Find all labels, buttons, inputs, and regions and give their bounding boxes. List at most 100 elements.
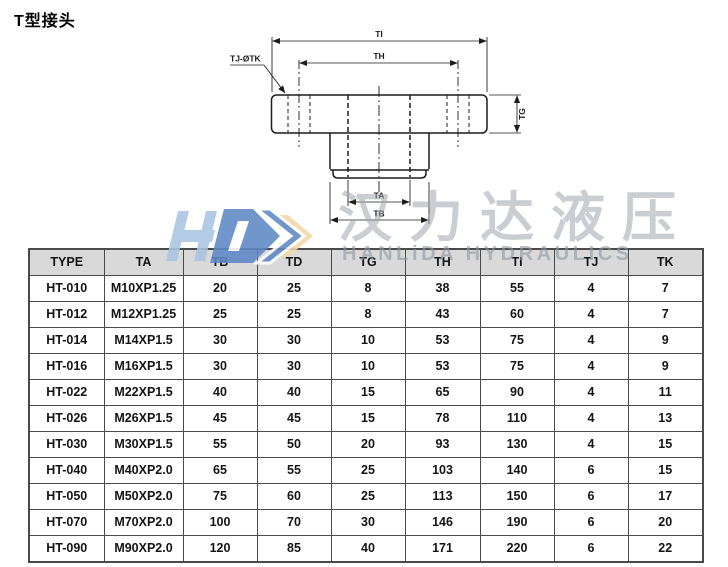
column-header: TJ (553, 248, 629, 276)
table-cell: M40XP2.0 (103, 457, 184, 484)
table-cell: 8 (330, 301, 406, 328)
table-cell: 30 (182, 327, 258, 354)
table-cell: 90 (479, 379, 555, 406)
table-cell: 50 (256, 431, 332, 458)
table-cell: 15 (330, 405, 406, 432)
dim-label-tb: TB (373, 209, 384, 219)
table-cell: HT-040 (28, 457, 105, 484)
table-cell: 4 (553, 431, 629, 458)
table-cell: M50XP2.0 (103, 483, 184, 510)
dimension-lines (230, 37, 521, 224)
table-cell: 4 (553, 405, 629, 432)
table-row: HT-040 M40XP2.0 65 55 25 103 140 6 15 (28, 457, 704, 484)
table-cell: 7 (627, 275, 704, 302)
hidden-hole-lines (287, 95, 470, 177)
table-cell: 60 (479, 301, 555, 328)
table-cell: HT-070 (28, 509, 105, 536)
table-cell: 6 (553, 509, 629, 536)
table-cell: 140 (479, 457, 555, 484)
table-cell: 40 (182, 379, 258, 406)
table-cell: 45 (182, 405, 258, 432)
table-cell: 30 (256, 353, 332, 380)
spec-table: TYPE TA TB TD TG TH TI TJ TK HT-010 M10XP1.25 20 25… (28, 248, 704, 563)
table-cell: 110 (479, 405, 555, 432)
table-row: HT-010 M10XP1.25 20 25 8 38 55 4 7 (28, 275, 704, 302)
table-cell: M26XP1.5 (103, 405, 184, 432)
spec-table-head: TYPE TA TB TD TG TH TI TJ TK (28, 248, 704, 276)
table-cell: 30 (330, 509, 406, 536)
table-cell: 75 (182, 483, 258, 510)
table-cell: 65 (404, 379, 481, 406)
table-row: HT-026 M26XP1.5 45 45 15 78 110 4 13 (28, 405, 704, 432)
table-cell: 103 (404, 457, 481, 484)
table-cell: 75 (479, 327, 555, 354)
table-cell: 20 (330, 431, 406, 458)
table-cell: 190 (479, 509, 555, 536)
table-cell: 146 (404, 509, 481, 536)
table-cell: 38 (404, 275, 481, 302)
table-cell: HT-014 (28, 327, 105, 354)
table-cell: HT-030 (28, 431, 105, 458)
table-cell: 130 (479, 431, 555, 458)
table-cell: 100 (182, 509, 258, 536)
table-cell: 171 (404, 535, 481, 563)
table-cell: 25 (182, 301, 258, 328)
table-cell: 40 (330, 535, 406, 563)
table-cell: 55 (182, 431, 258, 458)
table-cell: 55 (479, 275, 555, 302)
table-cell: 8 (330, 275, 406, 302)
table-cell: 43 (404, 301, 481, 328)
table-cell: 4 (553, 301, 629, 328)
dim-label-ti: TI (375, 29, 383, 39)
column-header: TG (330, 248, 406, 276)
table-cell: M30XP1.5 (103, 431, 184, 458)
spec-table-body: HT-010 M10XP1.25 20 25 8 38 55 4 7 HT-012 M12XP1.2… (28, 275, 704, 563)
table-cell: 7 (627, 301, 704, 328)
table-cell: 25 (256, 275, 332, 302)
table-cell: 65 (182, 457, 258, 484)
table-cell: 53 (404, 327, 481, 354)
spec-table-header-row: TYPE TA TB TD TG TH TI TJ TK (28, 248, 704, 276)
table-cell: 220 (479, 535, 555, 563)
table-cell: 150 (479, 483, 555, 510)
table-cell: 75 (479, 353, 555, 380)
table-cell: 9 (627, 327, 704, 354)
table-cell: 40 (256, 379, 332, 406)
table-cell: 85 (256, 535, 332, 563)
table-cell: 11 (627, 379, 704, 406)
table-cell: 30 (256, 327, 332, 354)
table-cell: 15 (627, 431, 704, 458)
table-row: HT-030 M30XP1.5 55 50 20 93 130 4 15 (28, 431, 704, 458)
dim-label-ta: TA (374, 191, 385, 201)
table-cell: 60 (256, 483, 332, 510)
table-cell: 6 (553, 535, 629, 563)
table-cell: HT-026 (28, 405, 105, 432)
table-cell: M12XP1.25 (103, 301, 184, 328)
table-cell: 25 (330, 457, 406, 484)
table-cell: HT-010 (28, 275, 105, 302)
table-cell: 113 (404, 483, 481, 510)
table-cell: 10 (330, 353, 406, 380)
table-cell: HT-090 (28, 535, 105, 563)
table-cell: 30 (182, 353, 258, 380)
table-cell: M90XP2.0 (103, 535, 184, 563)
table-cell: 22 (627, 535, 704, 563)
table-cell: M70XP2.0 (103, 509, 184, 536)
column-header: TD (256, 248, 332, 276)
table-cell: HT-012 (28, 301, 105, 328)
table-row: HT-070 M70XP2.0 100 70 30 146 190 6 20 (28, 509, 704, 536)
table-cell: 15 (330, 379, 406, 406)
table-cell: HT-050 (28, 483, 105, 510)
hole-callout-label: TJ-ØTK (230, 54, 262, 64)
table-row: HT-016 M16XP1.5 30 30 10 53 75 4 9 (28, 353, 704, 380)
table-cell: 53 (404, 353, 481, 380)
table-cell: 9 (627, 353, 704, 380)
dim-label-tg: TG (517, 108, 527, 120)
table-cell: 13 (627, 405, 704, 432)
table-cell: M22XP1.5 (103, 379, 184, 406)
table-cell: 6 (553, 457, 629, 484)
dim-label-th: TH (373, 51, 384, 61)
table-cell: 70 (256, 509, 332, 536)
table-cell: 20 (627, 509, 704, 536)
column-header: TA (103, 248, 184, 276)
